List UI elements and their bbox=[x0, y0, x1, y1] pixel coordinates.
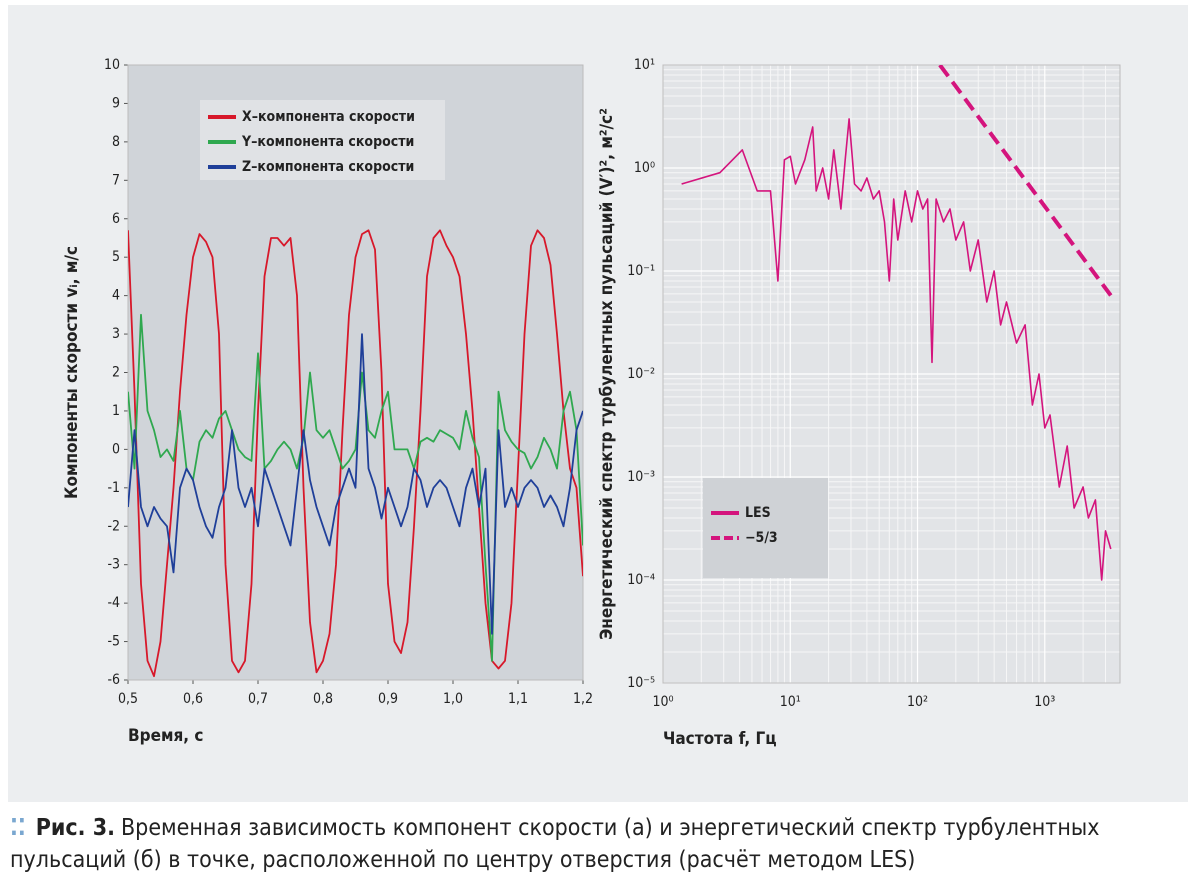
y-tick-label: -2 bbox=[107, 518, 120, 534]
x-tick-label: 1,0 bbox=[443, 691, 463, 707]
y-tick-label: -1 bbox=[107, 480, 120, 496]
x-tick-label: 0,6 bbox=[183, 691, 203, 707]
legend-label: Y–компонента скорости bbox=[241, 134, 414, 150]
x-tick-label: 10³ bbox=[1034, 694, 1055, 710]
series-line bbox=[681, 118, 1112, 581]
x-tick-label: 0,5 bbox=[118, 691, 138, 707]
caption-text: Временная зависимость компонент скорости… bbox=[10, 815, 1100, 873]
legend-label: −5/3 bbox=[745, 530, 778, 546]
y-tick-label: -6 bbox=[107, 672, 120, 688]
y-tick-label: 1 bbox=[112, 403, 120, 419]
y-tick-label: -3 bbox=[107, 557, 120, 573]
y-tick-label: 10⁻³ bbox=[627, 469, 655, 485]
x-tick-label: 0,9 bbox=[378, 691, 398, 707]
x-axis-label: Частота f, Гц bbox=[663, 729, 777, 749]
x-tick-label: 10⁰ bbox=[652, 694, 673, 710]
x-tick-label: 10¹ bbox=[780, 694, 801, 710]
y-tick-label: 6 bbox=[112, 211, 120, 227]
y-axis-label: Компоненты скорости vᵢ, м/с bbox=[62, 246, 82, 499]
y-tick-label: 2 bbox=[112, 365, 120, 381]
caption: ⁚⁚ Рис. 3. Временная зависимость компонент… bbox=[10, 812, 1185, 876]
series-line bbox=[128, 229, 583, 678]
plot-frame bbox=[662, 64, 1121, 684]
series-line bbox=[938, 65, 1113, 297]
y-tick-label: -5 bbox=[107, 634, 120, 650]
x-tick-label: 10² bbox=[907, 694, 928, 710]
x-tick-label: 1,2 bbox=[573, 691, 593, 707]
caption-bullet: ⁚⁚ bbox=[10, 815, 26, 841]
plot-frame bbox=[127, 64, 584, 681]
y-tick-label: 10⁻⁵ bbox=[627, 675, 655, 691]
y-axis-label: Энергетический спектр турбулентных пульс… bbox=[597, 108, 617, 640]
y-tick-label: 0 bbox=[112, 441, 120, 457]
x-tick-label: 0,7 bbox=[248, 691, 268, 707]
legend-box bbox=[200, 100, 445, 180]
series-line bbox=[128, 313, 583, 662]
y-tick-label: 10⁰ bbox=[634, 160, 655, 176]
legend-label: X–компонента скорости bbox=[242, 109, 415, 125]
y-tick-label: 10⁻¹ bbox=[627, 263, 655, 279]
y-tick-label: 3 bbox=[112, 326, 120, 342]
x-axis-label: Время, с bbox=[128, 726, 204, 746]
legend-label: LES bbox=[745, 505, 771, 521]
figure: -6 -5 -4 -3 -2 -1 0 1 2 3 4 5 6 7 8 9 10 0,5 0,6 0,7 0,8 0,9 1… bbox=[62, 57, 1121, 749]
y-tick-label: 9 bbox=[112, 95, 120, 111]
y-tick-label: 8 bbox=[112, 134, 120, 150]
legend-label: Z–компонента скорости bbox=[242, 159, 414, 175]
y-tick-label: 10¹ bbox=[634, 57, 655, 73]
y-tick-label: 7 bbox=[112, 172, 120, 188]
y-tick-label: -4 bbox=[107, 595, 120, 611]
series-line bbox=[128, 333, 583, 635]
y-tick-label: 10⁻² bbox=[627, 366, 655, 382]
y-tick-label: 10⁻⁴ bbox=[627, 572, 655, 588]
x-tick-label: 1,1 bbox=[508, 691, 528, 707]
y-tick-label: 5 bbox=[112, 249, 120, 265]
caption-label: Рис. 3. bbox=[35, 815, 115, 841]
x-tick-label: 0,8 bbox=[313, 691, 333, 707]
y-tick-label: 4 bbox=[112, 288, 120, 304]
legend-box bbox=[703, 478, 828, 578]
y-tick-label: 10 bbox=[104, 57, 120, 73]
